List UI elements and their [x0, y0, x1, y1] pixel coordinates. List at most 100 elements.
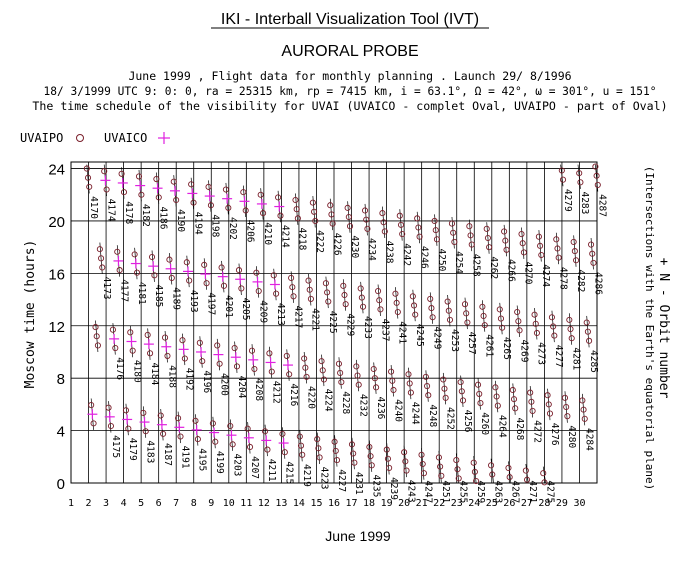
- uvaipo-circle-marker: [251, 365, 258, 373]
- uvaipo-circle-marker: [220, 282, 228, 289]
- legend-plus-marker: [158, 132, 170, 144]
- uvaipo-circle-marker: [296, 433, 303, 440]
- orbit-track-4274: [538, 230, 542, 262]
- uvaipo-circle-marker: [363, 216, 370, 223]
- uvaipo-circle-marker: [510, 396, 518, 403]
- uvaipo-circle-marker: [96, 246, 103, 253]
- uvaipo-circle-marker: [406, 380, 413, 387]
- uvaipo-circle-marker: [367, 453, 374, 460]
- orbit-label-4235: 4235: [371, 474, 382, 497]
- orbit-track-4254: [451, 217, 455, 249]
- orbit-label-4182: 4182: [140, 204, 151, 227]
- uvaipo-circle-marker: [494, 402, 501, 409]
- orbit-label-4174: 4174: [105, 199, 116, 222]
- uvaipo-circle-marker: [120, 189, 128, 196]
- uvaipo-circle-marker: [523, 476, 531, 483]
- orbit-label-4228: 4228: [340, 391, 351, 414]
- uvaipo-circle-marker: [101, 168, 108, 175]
- x-tick-label-13: 13: [275, 498, 287, 509]
- uvaipo-circle-marker: [384, 455, 392, 462]
- uvaico-plus-marker: [139, 417, 150, 428]
- uvaipo-circle-marker: [328, 211, 335, 218]
- orbit-label-4241: 4241: [397, 321, 408, 344]
- y-tick-label-4: 4: [57, 424, 65, 441]
- uvaipo-circle-marker: [388, 368, 395, 375]
- uvaipo-circle-marker: [371, 375, 378, 382]
- uvaipo-circle-marker: [196, 339, 203, 346]
- orbit-label-4257: 4257: [466, 332, 477, 355]
- uvaico-plus-marker: [148, 261, 159, 272]
- uvaipo-circle-marker: [160, 430, 167, 437]
- orbit-track-4265: [499, 302, 503, 335]
- uvaipo-circle-marker: [257, 191, 264, 198]
- uvaipo-circle-marker: [331, 438, 338, 445]
- x-tick-label-18: 18: [363, 498, 375, 509]
- uvaipo-circle-marker: [153, 175, 160, 183]
- uvaipo-circle-marker: [514, 308, 521, 316]
- uvaipo-circle-marker: [353, 363, 360, 370]
- orbit-track-4220: [303, 351, 307, 384]
- uvaipo-circle-marker: [584, 328, 591, 335]
- uvaipo-circle-marker: [199, 358, 206, 365]
- orbit-label-4233: 4233: [362, 316, 373, 339]
- uvaipo-circle-marker: [155, 194, 162, 201]
- orbit-label-4227: 4227: [336, 469, 347, 492]
- x-tick-label-5: 5: [138, 498, 144, 509]
- uvaipo-circle-marker: [231, 344, 238, 352]
- orbit-track-4172: [95, 320, 99, 353]
- uvaipo-circle-marker: [144, 331, 151, 338]
- orbit-track-4272: [529, 386, 533, 418]
- uvaipo-circle-marker: [561, 394, 569, 401]
- uvaipo-circle-marker: [559, 176, 567, 183]
- uvaipo-circle-marker: [229, 441, 236, 448]
- uvaipo-circle-marker: [351, 459, 358, 466]
- orbit-track-4236: [373, 362, 377, 394]
- orbit-label-4192: 4192: [184, 368, 195, 391]
- orbit-track-4273: [534, 308, 538, 340]
- orbit-label-4209: 4209: [258, 300, 269, 323]
- uvaipo-circle-marker: [389, 377, 396, 384]
- uvaipo-circle-marker: [105, 404, 112, 411]
- uvaipo-circle-marker: [483, 225, 490, 232]
- uvaipo-circle-marker: [420, 470, 427, 477]
- orbit-track-4233: [360, 281, 364, 314]
- uvaico-plus-marker: [256, 198, 267, 209]
- uvaipo-circle-marker: [551, 332, 558, 339]
- uvaipo-circle-marker: [493, 393, 500, 400]
- uvaipo-circle-marker: [281, 449, 288, 456]
- uvaipo-circle-marker: [427, 295, 434, 302]
- uvaipo-circle-marker: [122, 407, 129, 414]
- orbit-label-4181: 4181: [136, 282, 147, 305]
- uvaipo-circle-marker: [207, 202, 214, 209]
- uvaipo-circle-marker: [373, 384, 380, 391]
- orbit-label-4247: 4247: [423, 480, 434, 503]
- uvaipo-circle-marker: [216, 360, 223, 367]
- uvaipo-circle-marker: [98, 255, 105, 262]
- orbit-label-4221: 4221: [310, 308, 321, 331]
- uvaipo-circle-marker: [548, 314, 555, 321]
- orbit-label-4276: 4276: [549, 423, 560, 446]
- orbit-label-4229: 4229: [344, 313, 355, 336]
- orbit-label-4207: 4207: [249, 456, 260, 479]
- uvaipo-circle-marker: [305, 277, 312, 284]
- orbit-label-4179: 4179: [127, 438, 138, 461]
- x-tick-label-1: 1: [68, 498, 74, 509]
- orbit-track-4221: [308, 273, 312, 306]
- orbit-label-4211: 4211: [266, 459, 277, 482]
- uvaipo-circle-marker: [441, 385, 448, 392]
- orbit-label-4201: 4201: [223, 295, 234, 318]
- uvaipo-circle-marker: [418, 451, 425, 458]
- y-tick-label-0: 0: [57, 476, 65, 493]
- uvaico-plus-marker: [226, 430, 237, 441]
- orbit-label-4269: 4269: [518, 340, 529, 363]
- uvaipo-circle-marker: [527, 389, 534, 396]
- uvaipo-circle-marker: [332, 447, 339, 454]
- uvaipo-circle-marker: [170, 178, 177, 185]
- uvaipo-circle-marker: [393, 299, 400, 306]
- uvaipo-circle-marker: [375, 288, 382, 295]
- orbit-label-4250: 4250: [436, 248, 447, 271]
- orbit-track-4269: [516, 305, 520, 337]
- uvaipo-circle-marker: [425, 392, 432, 399]
- orbit-label-4251: 4251: [440, 480, 451, 503]
